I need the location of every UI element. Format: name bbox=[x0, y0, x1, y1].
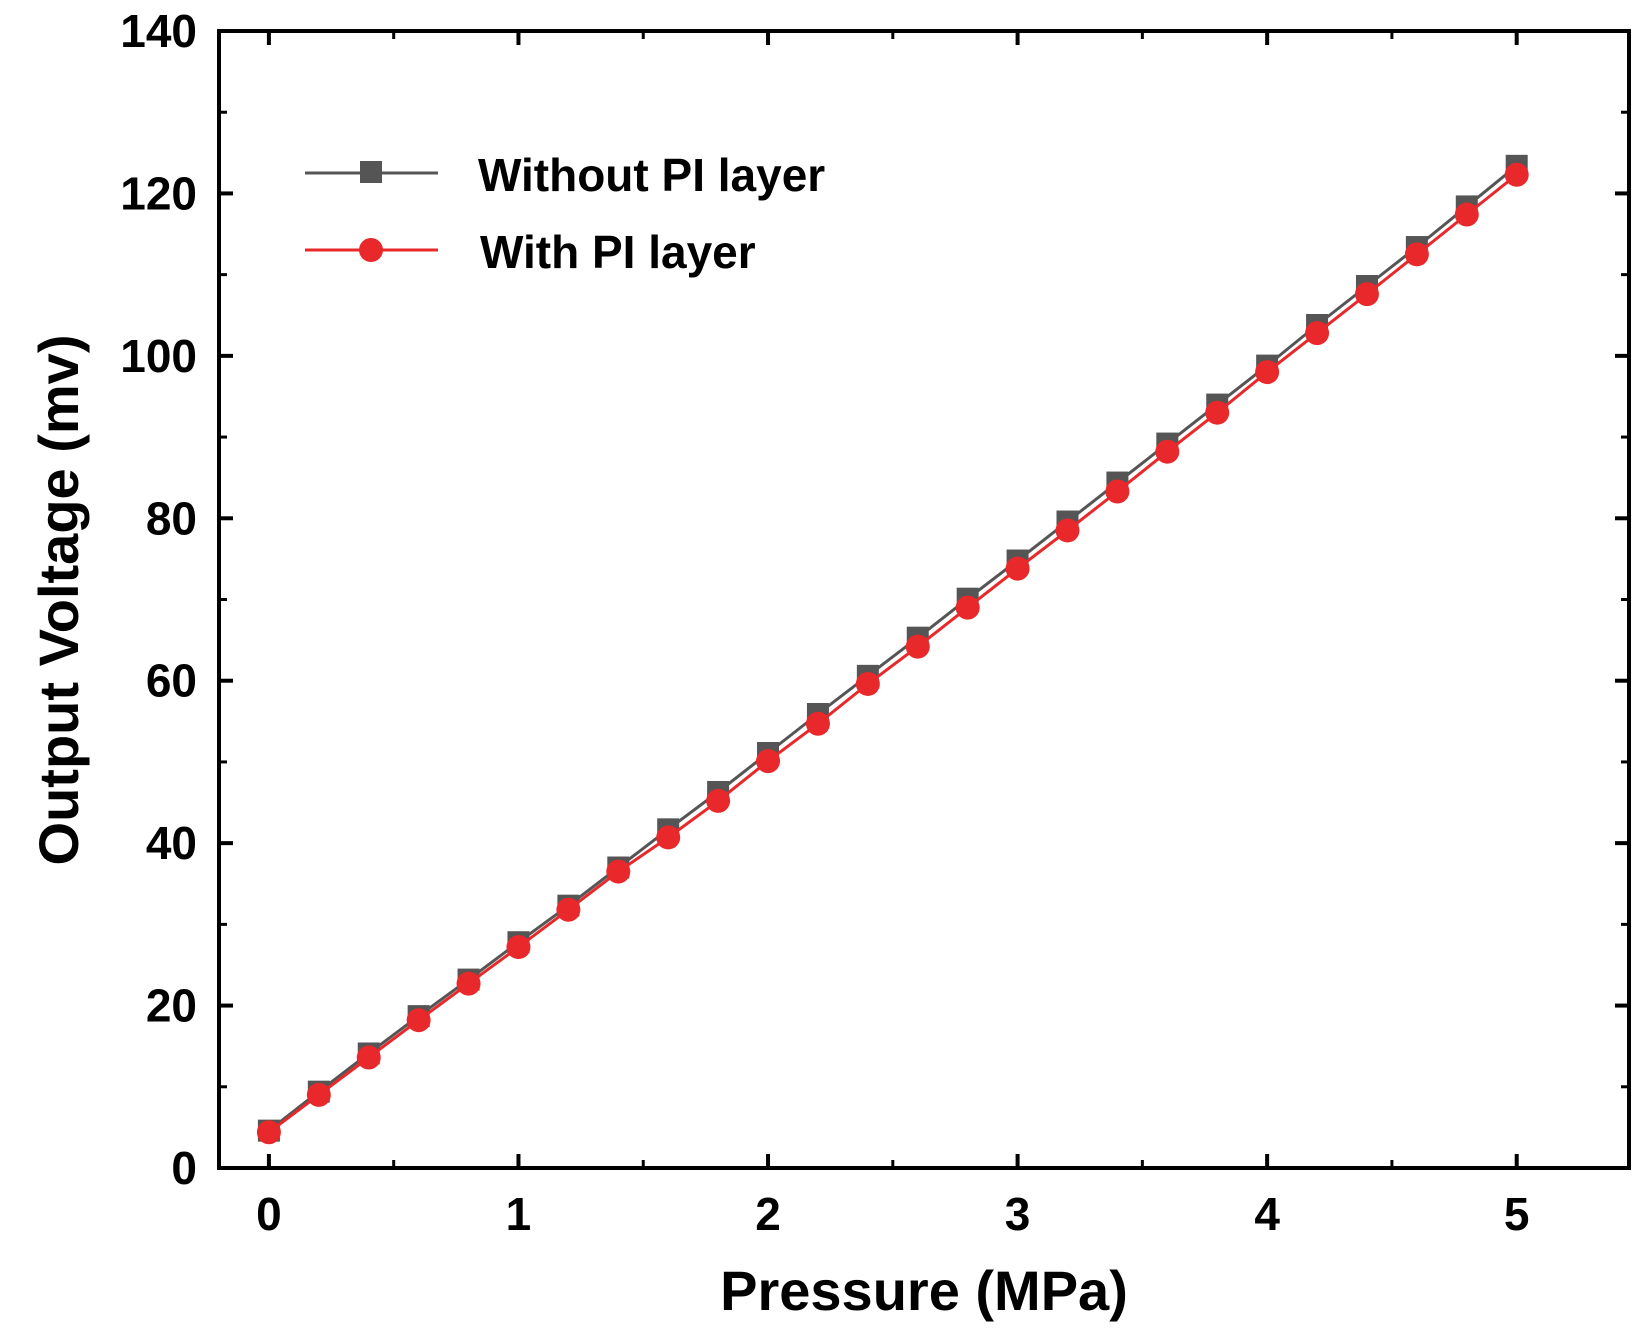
y-tick-label: 60 bbox=[146, 655, 197, 707]
y-tick-label: 40 bbox=[146, 817, 197, 869]
legend-label-without-pi: Without PI layer bbox=[478, 149, 825, 201]
data-point-circle bbox=[256, 1120, 281, 1145]
data-point-circle bbox=[1205, 400, 1230, 425]
data-point-circle bbox=[606, 859, 631, 884]
data-point-circle bbox=[1504, 162, 1529, 187]
data-point-circle bbox=[1354, 282, 1379, 307]
data-point-circle bbox=[1005, 556, 1030, 581]
data-point-circle bbox=[1454, 202, 1479, 227]
data-point-circle bbox=[756, 749, 781, 774]
data-point-circle bbox=[805, 711, 830, 736]
data-point-circle bbox=[905, 634, 930, 659]
legend-marker-circle bbox=[359, 238, 383, 262]
data-point-circle bbox=[1305, 321, 1330, 346]
legend-marker-square bbox=[360, 161, 382, 183]
tick-labels: 0 20 40 60 80 100 120 140 0 1 2 3 4 5 bbox=[120, 5, 1529, 1240]
data-point-circle bbox=[306, 1082, 331, 1107]
series-layer bbox=[256, 154, 1529, 1145]
x-tick-label: 4 bbox=[1254, 1188, 1280, 1240]
data-point-circle bbox=[406, 1008, 431, 1033]
y-tick-label: 80 bbox=[146, 492, 197, 544]
series-line bbox=[267, 164, 1518, 1132]
x-tick-label: 2 bbox=[755, 1188, 781, 1240]
y-tick-label: 100 bbox=[120, 330, 197, 382]
data-point-circle bbox=[1155, 439, 1180, 464]
x-tick-label: 1 bbox=[506, 1188, 532, 1240]
legend: Without PI layer With PI layer bbox=[305, 149, 825, 278]
data-point-circle bbox=[955, 595, 980, 620]
data-point-circle bbox=[356, 1045, 381, 1070]
y-tick-label: 140 bbox=[120, 5, 197, 57]
series-with-pi-layer bbox=[256, 162, 1529, 1145]
y-axis-title: Output Voltage (mv) bbox=[27, 335, 90, 866]
y-tick-label: 0 bbox=[171, 1142, 197, 1194]
x-tick-label: 0 bbox=[256, 1188, 282, 1240]
data-point-circle bbox=[656, 825, 681, 850]
data-point-circle bbox=[855, 671, 880, 696]
x-tick-label: 5 bbox=[1504, 1188, 1530, 1240]
data-point-circle bbox=[456, 971, 481, 996]
data-point-circle bbox=[1404, 242, 1429, 267]
series-without-pi-layer bbox=[257, 154, 1528, 1142]
x-axis-title: Pressure (MPa) bbox=[720, 1259, 1128, 1322]
data-point-circle bbox=[1105, 479, 1130, 504]
data-point-circle bbox=[556, 897, 581, 922]
plot-frame bbox=[217, 29, 1631, 1170]
data-point-circle bbox=[1055, 518, 1080, 543]
data-point-circle bbox=[706, 788, 731, 813]
y-tick-label: 20 bbox=[146, 980, 197, 1032]
data-point-circle bbox=[506, 935, 531, 960]
axis-ticks bbox=[219, 29, 1629, 1170]
data-point-circle bbox=[1255, 360, 1280, 385]
legend-label-with-pi: With PI layer bbox=[480, 226, 756, 278]
x-tick-label: 3 bbox=[1005, 1188, 1031, 1240]
y-tick-label: 120 bbox=[120, 167, 197, 219]
